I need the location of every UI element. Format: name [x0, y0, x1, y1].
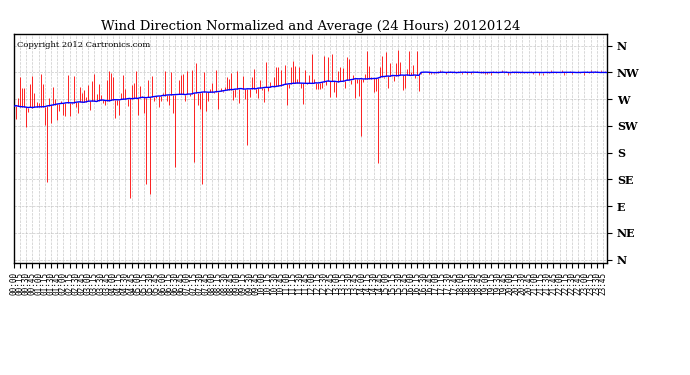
Title: Wind Direction Normalized and Average (24 Hours) 20120124: Wind Direction Normalized and Average (2… — [101, 20, 520, 33]
Text: Copyright 2012 Cartronics.com: Copyright 2012 Cartronics.com — [17, 40, 150, 49]
